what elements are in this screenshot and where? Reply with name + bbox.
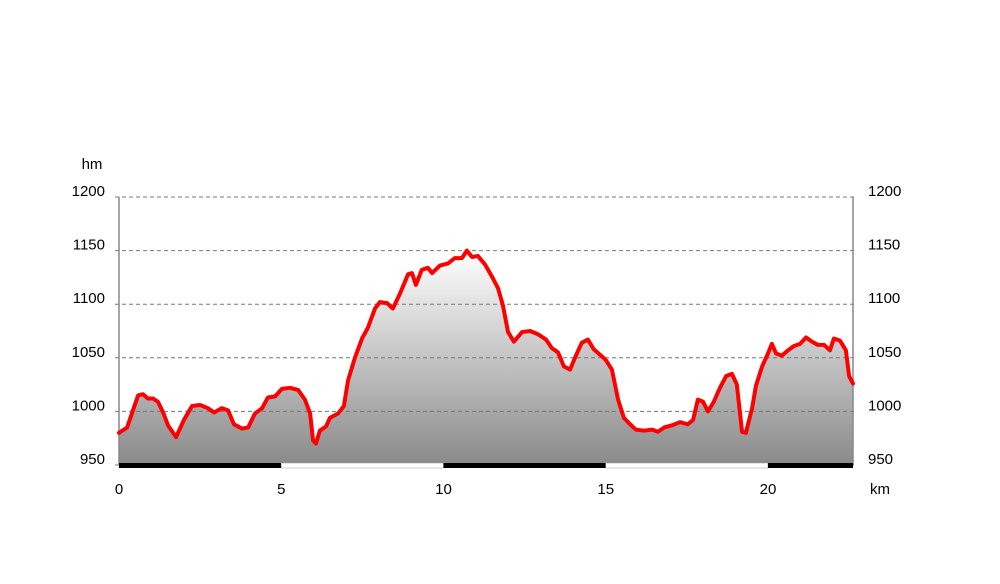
y-tick-label: 1000 bbox=[72, 397, 105, 414]
y2-tick-label: 1150 bbox=[868, 237, 900, 254]
x-tick-label: 0 bbox=[115, 481, 123, 498]
y-tick-label: 1200 bbox=[72, 183, 105, 200]
scale-segment bbox=[767, 463, 853, 468]
scale-segment bbox=[119, 463, 282, 468]
x-tick-label: 5 bbox=[277, 481, 285, 498]
y2-tick-label: 1050 bbox=[868, 344, 901, 361]
x-tick-label: 15 bbox=[597, 481, 614, 498]
scale-segment bbox=[280, 462, 444, 469]
y-tick-label: 1050 bbox=[72, 344, 105, 361]
y2-tick-label: 950 bbox=[868, 451, 893, 468]
x-tick-label: 20 bbox=[760, 481, 777, 498]
y2-tick-label: 1200 bbox=[868, 183, 901, 200]
y-tick-label: 1100 bbox=[73, 290, 105, 307]
y-tick-label: 1150 bbox=[73, 237, 105, 254]
elevation-line bbox=[117, 248, 855, 446]
x-tick-label: 10 bbox=[435, 481, 452, 498]
y2-tick-label: 1100 bbox=[868, 290, 900, 307]
y2-tick-label: 1000 bbox=[868, 397, 901, 414]
y-axis-label: hm bbox=[82, 156, 103, 173]
scale-segment bbox=[443, 463, 606, 468]
y-tick-label: 950 bbox=[80, 451, 105, 468]
scale-segment bbox=[605, 462, 769, 469]
x-axis-label: km bbox=[870, 481, 890, 498]
